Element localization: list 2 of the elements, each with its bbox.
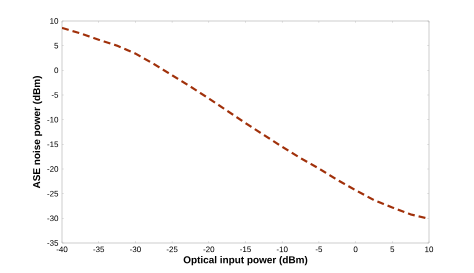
x-axis-title: Optical input power (dBm) [184,256,308,266]
y-axis-title: ASE noise power (dBm) [32,76,42,188]
